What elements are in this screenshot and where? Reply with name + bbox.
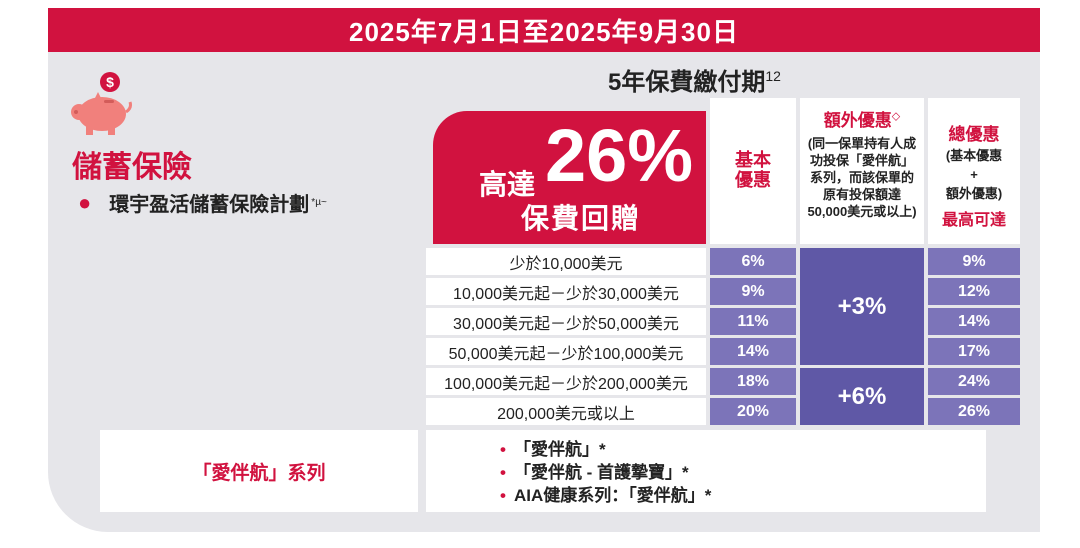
row-total: 9% bbox=[928, 248, 1020, 275]
header-total-title: 總優惠 bbox=[948, 125, 1000, 144]
row-range: 200,000美元或以上 bbox=[426, 398, 706, 425]
row-range: 10,000美元起－少於30,000美元 bbox=[426, 278, 706, 305]
bullet: ● bbox=[78, 189, 92, 215]
row-total: 12% bbox=[928, 278, 1020, 305]
row-total: 26% bbox=[928, 398, 1020, 425]
row-basic: 18% bbox=[710, 368, 796, 395]
promo-text: 保費回贈 bbox=[521, 203, 642, 234]
list-item: • AIA健康系列：「愛伴航」* bbox=[500, 486, 712, 505]
row-basic: 9% bbox=[710, 278, 796, 305]
row-range: 100,000美元起－少於200,000美元 bbox=[426, 368, 706, 395]
header-extra-title: 額外優惠 bbox=[823, 111, 892, 130]
piggy-bank-icon: $ bbox=[71, 72, 132, 135]
date-banner: 2025年7月1日至2025年9月30日 bbox=[48, 8, 1040, 52]
header-basic-label: 基本優惠 bbox=[735, 150, 771, 190]
row-range: 少於10,000美元 bbox=[426, 248, 706, 275]
category-title: 儲蓄保險 bbox=[72, 151, 192, 184]
product-name: 環宇盈活儲蓄保險計劃 bbox=[109, 194, 310, 216]
header-total-plus: + bbox=[970, 167, 978, 182]
series-list: • 「愛伴航」* • 「愛伴航 - 首護摯寶」* • AIA健康系列：「愛伴航」* bbox=[426, 430, 986, 512]
promo-card: 2025年7月1日至2025年9月30日 5年保費繳付期12 $ 儲蓄保險 ● … bbox=[48, 8, 1040, 532]
product-item: ● 環宇盈活儲蓄保險計劃 *µ~ bbox=[78, 188, 327, 217]
header-total: 總優惠 (基本優惠 + 額外優惠) 最高可達 bbox=[928, 98, 1020, 244]
row-range: 50,000美元起－少於100,000美元 bbox=[426, 338, 706, 365]
payment-period-label: 5年保費繳付期 bbox=[608, 69, 766, 96]
payment-period: 5年保費繳付期12 bbox=[608, 62, 781, 97]
payment-period-note: 12 bbox=[765, 68, 781, 84]
row-total: 14% bbox=[928, 308, 1020, 335]
header-total-desc1: (基本優惠 bbox=[945, 148, 1003, 163]
promo-prefix: 高達 bbox=[479, 169, 536, 200]
promo-highlight: 高達 26% 保費回贈 bbox=[433, 111, 706, 244]
header-extra-desc: (同一保單持有人成功投保「愛伴航」系列，而該保單的原有投保額達50,000美元或… bbox=[807, 136, 917, 219]
extra-offer-high: +6% bbox=[800, 368, 924, 425]
row-basic: 6% bbox=[710, 248, 796, 275]
list-item: • 「愛伴航」* bbox=[500, 440, 606, 459]
header-total-max: 最高可達 bbox=[941, 212, 1006, 229]
row-basic: 20% bbox=[710, 398, 796, 425]
header-total-desc2: 額外優惠) bbox=[945, 186, 1003, 201]
extra-offer-low: +3% bbox=[800, 248, 924, 365]
svg-text:$: $ bbox=[106, 74, 114, 90]
row-total: 24% bbox=[928, 368, 1020, 395]
header-basic: 基本優惠 bbox=[710, 98, 796, 244]
row-basic: 11% bbox=[710, 308, 796, 335]
row-range: 30,000美元起－少於50,000美元 bbox=[426, 308, 706, 335]
row-basic: 14% bbox=[710, 338, 796, 365]
header-extra: 額外優惠◇ (同一保單持有人成功投保「愛伴航」系列，而該保單的原有投保額達50,… bbox=[800, 98, 924, 244]
header-extra-mark: ◇ bbox=[891, 110, 901, 123]
row-total: 17% bbox=[928, 338, 1020, 365]
promo-percent: 26% bbox=[545, 114, 694, 197]
product-marks: *µ~ bbox=[311, 197, 327, 208]
list-item: • 「愛伴航 - 首護摯寶」* bbox=[500, 463, 689, 482]
series-label: 「愛伴航」系列 bbox=[100, 430, 418, 512]
